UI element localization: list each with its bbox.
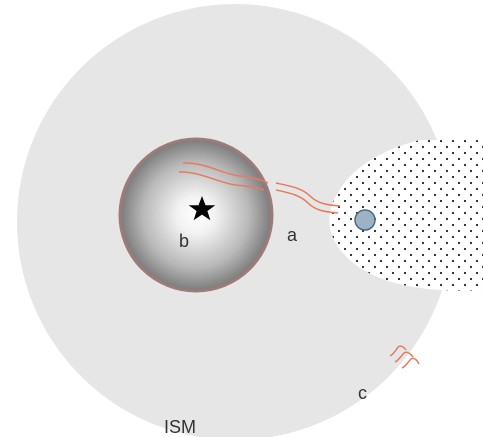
- bubble-wave-upper: [182, 162, 269, 184]
- star-icon: [188, 196, 216, 221]
- label-c: c: [358, 383, 367, 403]
- shell-wave-lower: [275, 189, 339, 214]
- label-ism: ISM: [164, 417, 196, 437]
- dotted-cloud-texture: [329, 140, 483, 291]
- bubble-wave-lower: [178, 171, 265, 191]
- ism-wave-c: [401, 357, 420, 369]
- ism-wave-a: [389, 345, 407, 357]
- ism-wave-b: [394, 351, 414, 363]
- label-a: a: [287, 225, 298, 245]
- label-b: b: [179, 231, 189, 251]
- cloud-core: [354, 209, 376, 231]
- shell-wave-upper: [275, 182, 341, 207]
